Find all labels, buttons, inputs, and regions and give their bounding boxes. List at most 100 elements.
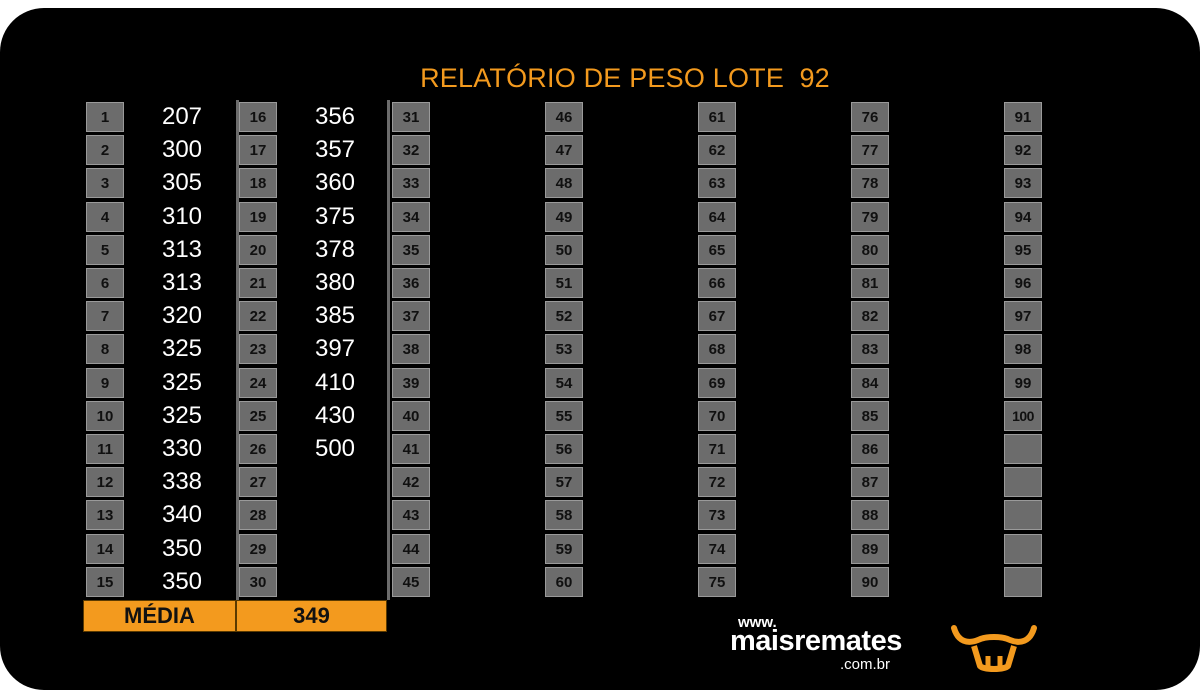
weight-value <box>295 467 375 497</box>
animal-number-cell: 95 <box>1004 235 1042 265</box>
weight-value: 325 <box>161 335 203 362</box>
weight-value: 430 <box>314 402 356 429</box>
weight-value: 340 <box>161 501 203 528</box>
brand-www: www. <box>738 614 777 631</box>
report-panel <box>0 8 1200 690</box>
animal-number-cell: 35 <box>392 235 430 265</box>
animal-number-cell: 91 <box>1004 102 1042 132</box>
animal-number-cell: 57 <box>545 467 583 497</box>
animal-number-cell: 29 <box>239 534 277 564</box>
animal-number-cell: 80 <box>851 235 889 265</box>
animal-number-cell: 33 <box>392 168 430 198</box>
animal-number-cell: 64 <box>698 202 736 232</box>
animal-number-cell: 83 <box>851 334 889 364</box>
animal-number-cell: 74 <box>698 534 736 564</box>
animal-number-cell: 50 <box>545 235 583 265</box>
column-separator <box>387 100 390 600</box>
weight-value: 313 <box>161 269 203 296</box>
animal-number-cell: 27 <box>239 467 277 497</box>
weight-value: 300 <box>161 136 203 163</box>
animal-number-cell: 26 <box>239 434 277 464</box>
animal-number-cell: 9 <box>86 368 124 398</box>
animal-number-cell: 14 <box>86 534 124 564</box>
animal-number-cell: 21 <box>239 268 277 298</box>
animal-number-cell: 25 <box>239 401 277 431</box>
animal-number-cell: 24 <box>239 368 277 398</box>
brand-tld: .com.br <box>840 656 891 673</box>
animal-number-cell: 45 <box>392 567 430 597</box>
animal-number-cell: 90 <box>851 567 889 597</box>
animal-number-cell: 99 <box>1004 368 1042 398</box>
animal-number-cell: 7 <box>86 301 124 331</box>
animal-number-cell: 23 <box>239 334 277 364</box>
animal-number-cell: 87 <box>851 467 889 497</box>
animal-number-cell: 89 <box>851 534 889 564</box>
animal-number-cell: 30 <box>239 567 277 597</box>
weight-value: 357 <box>314 136 356 163</box>
weight-value: 338 <box>161 468 203 495</box>
animal-number-cell: 79 <box>851 202 889 232</box>
weight-value: 207 <box>161 103 203 130</box>
animal-number-cell: 68 <box>698 334 736 364</box>
animal-number-cell: 5 <box>86 235 124 265</box>
empty-number-cell <box>1004 534 1042 564</box>
animal-number-cell: 67 <box>698 301 736 331</box>
animal-number-cell: 13 <box>86 500 124 530</box>
animal-number-cell: 52 <box>545 301 583 331</box>
animal-number-cell: 22 <box>239 301 277 331</box>
animal-number-cell: 82 <box>851 301 889 331</box>
weight-value: 325 <box>161 402 203 429</box>
bull-head-icon <box>951 625 1037 672</box>
weight-value: 350 <box>161 568 203 595</box>
animal-number-cell: 96 <box>1004 268 1042 298</box>
animal-number-cell: 70 <box>698 401 736 431</box>
animal-number-cell: 73 <box>698 500 736 530</box>
animal-number-cell: 72 <box>698 467 736 497</box>
weight-value: 378 <box>314 236 356 263</box>
animal-number-cell: 43 <box>392 500 430 530</box>
weight-value: 500 <box>314 435 356 462</box>
animal-number-cell: 98 <box>1004 334 1042 364</box>
animal-number-cell: 11 <box>86 434 124 464</box>
weight-value: 350 <box>161 535 203 562</box>
animal-number-cell: 32 <box>392 135 430 165</box>
animal-number-cell: 59 <box>545 534 583 564</box>
animal-number-cell: 76 <box>851 102 889 132</box>
animal-number-cell: 47 <box>545 135 583 165</box>
animal-number-cell: 36 <box>392 268 430 298</box>
empty-number-cell <box>1004 434 1042 464</box>
weight-value: 310 <box>161 203 203 230</box>
brand-name: maisremates <box>730 625 902 657</box>
animal-number-cell: 3 <box>86 168 124 198</box>
animal-number-cell: 75 <box>698 567 736 597</box>
empty-number-cell <box>1004 500 1042 530</box>
weight-value: 325 <box>161 369 203 396</box>
animal-number-cell: 93 <box>1004 168 1042 198</box>
animal-number-cell: 12 <box>86 467 124 497</box>
animal-number-cell: 62 <box>698 135 736 165</box>
animal-number-cell: 100 <box>1004 401 1042 431</box>
animal-number-cell: 4 <box>86 202 124 232</box>
weight-value <box>295 534 375 564</box>
animal-number-cell: 41 <box>392 434 430 464</box>
animal-number-cell: 86 <box>851 434 889 464</box>
animal-number-cell: 92 <box>1004 135 1042 165</box>
animal-number-cell: 34 <box>392 202 430 232</box>
column-separator <box>236 100 239 600</box>
animal-number-cell: 37 <box>392 301 430 331</box>
weight-value: 320 <box>161 302 203 329</box>
animal-number-cell: 38 <box>392 334 430 364</box>
animal-number-cell: 56 <box>545 434 583 464</box>
animal-number-cell: 77 <box>851 135 889 165</box>
animal-number-cell: 65 <box>698 235 736 265</box>
animal-number-cell: 51 <box>545 268 583 298</box>
animal-number-cell: 39 <box>392 368 430 398</box>
animal-number-cell: 20 <box>239 235 277 265</box>
animal-number-cell: 1 <box>86 102 124 132</box>
average-label: MÉDIA <box>83 600 236 632</box>
animal-number-cell: 46 <box>545 102 583 132</box>
animal-number-cell: 81 <box>851 268 889 298</box>
animal-number-cell: 63 <box>698 168 736 198</box>
animal-number-cell: 31 <box>392 102 430 132</box>
weight-value: 410 <box>314 369 356 396</box>
